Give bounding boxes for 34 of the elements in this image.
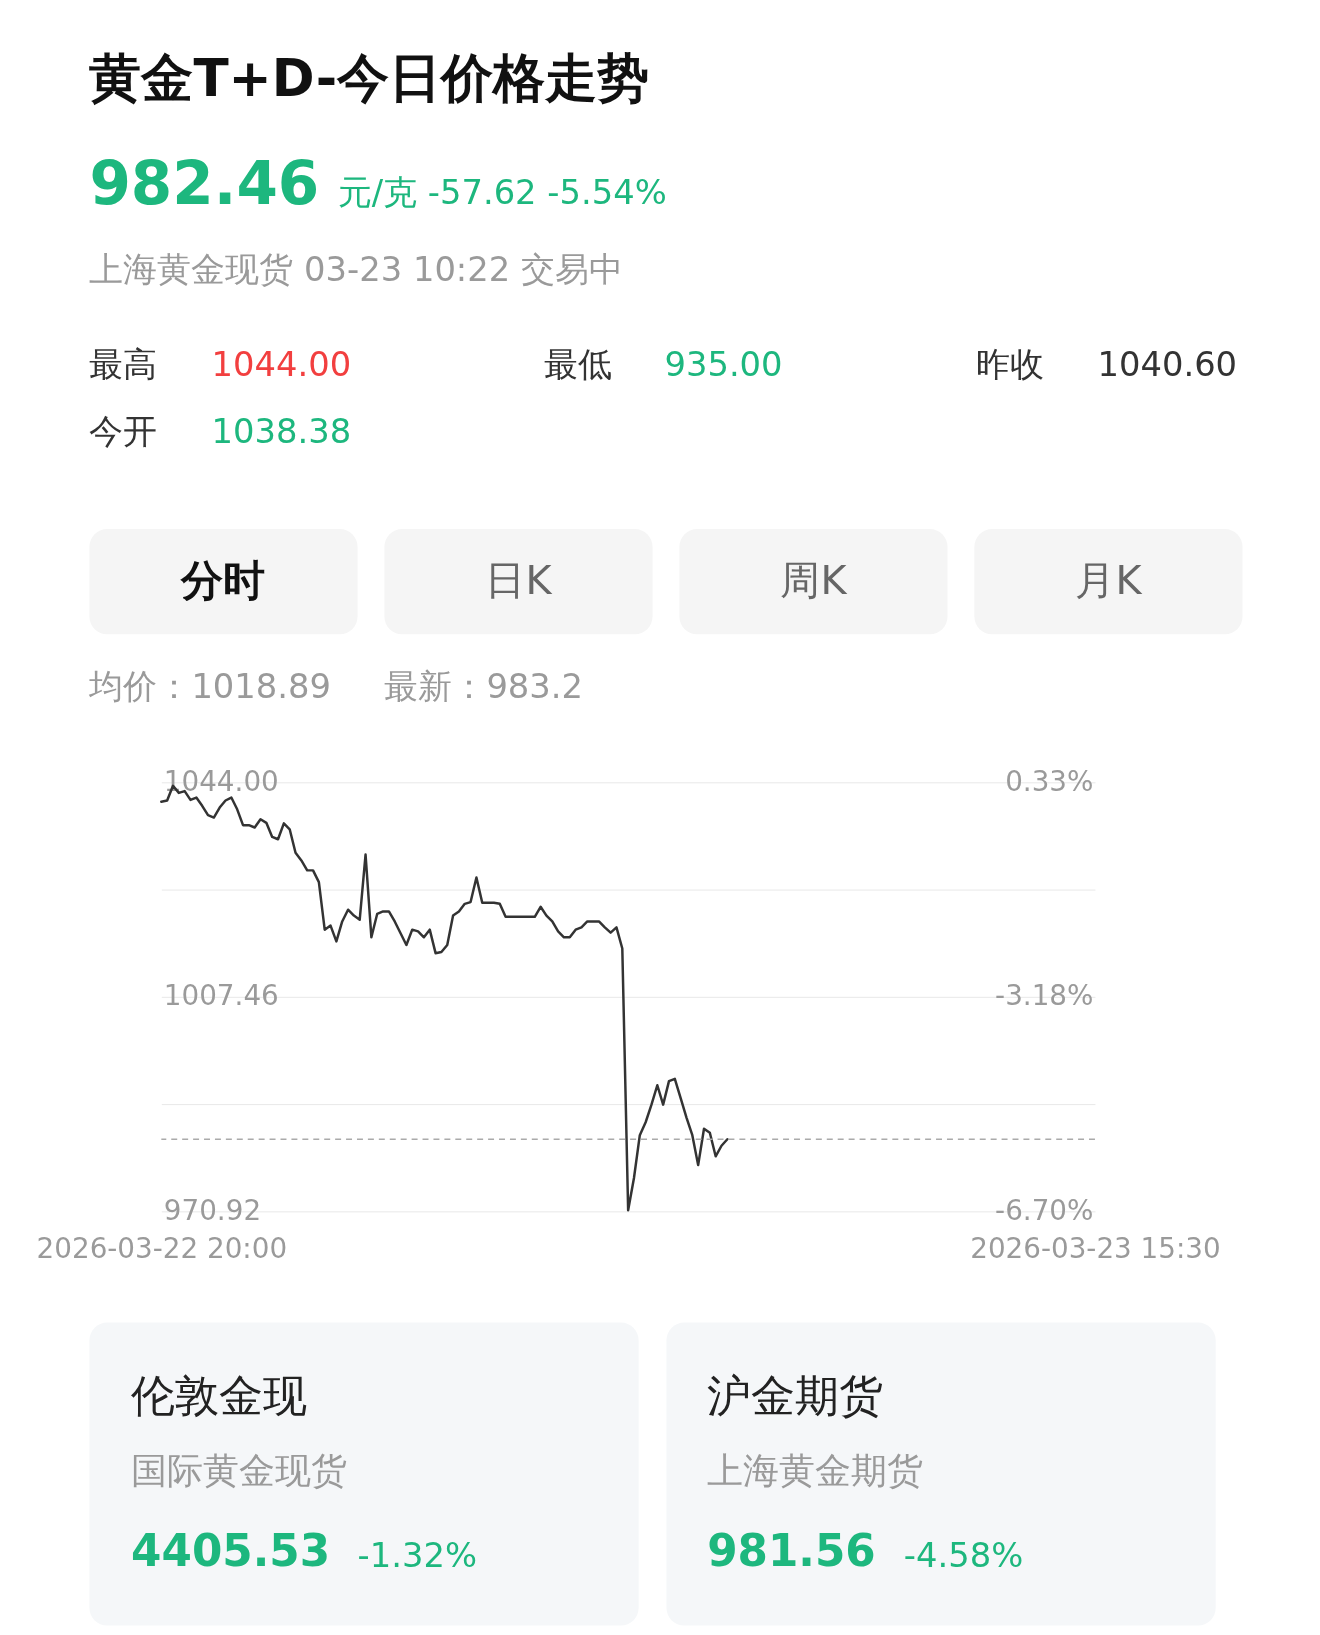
text: 月K bbox=[1075, 556, 1143, 603]
text: 最新：983.2 bbox=[384, 666, 583, 706]
text: 均价：1018.89 bbox=[88, 666, 331, 706]
text: 日K bbox=[485, 556, 553, 603]
text: 上海黄金期货 bbox=[707, 1449, 924, 1491]
text: 国际黄金现货 bbox=[131, 1449, 348, 1491]
y-tick-label: 970.92 bbox=[163, 1193, 262, 1227]
text: 今开 bbox=[89, 411, 158, 451]
y2-tick-label: 0.33% bbox=[1005, 764, 1094, 798]
text: 1038.38 bbox=[211, 411, 352, 451]
x-tick-label: 2026-03-23 15:30 bbox=[970, 1231, 1221, 1265]
text: 1040.60 bbox=[1097, 345, 1238, 385]
text: 935.00 bbox=[664, 345, 783, 385]
chart-title: 黄金T+D-今日价格走势 bbox=[89, 47, 650, 108]
text: -1.32% bbox=[357, 1535, 477, 1575]
text: 周K bbox=[780, 556, 848, 603]
y-tick-label: 1007.46 bbox=[163, 979, 279, 1013]
text: 981.56 bbox=[707, 1524, 876, 1576]
text: 元/克 -57.62 -5.54% bbox=[337, 173, 667, 213]
text: 最高 bbox=[89, 345, 158, 385]
text: 分时 bbox=[180, 555, 266, 605]
x-tick-label: 2026-03-22 20:00 bbox=[36, 1231, 288, 1265]
text: 最低 bbox=[544, 345, 613, 385]
text: 沪金期货 bbox=[707, 1370, 884, 1422]
text: 上海黄金现货 03-23 10:22 交易中 bbox=[89, 249, 623, 289]
text: 伦敦金现 bbox=[131, 1370, 308, 1422]
y2-tick-label: -3.18% bbox=[995, 978, 1094, 1012]
text: -4.58% bbox=[903, 1535, 1024, 1575]
y-tick-label: 1044.00 bbox=[163, 764, 279, 798]
y2-tick-label: -6.70% bbox=[995, 1193, 1094, 1227]
text: 1044.00 bbox=[211, 345, 352, 385]
text: 4405.53 bbox=[131, 1524, 331, 1576]
text: 982.46 bbox=[89, 149, 320, 219]
text: 昨收 bbox=[976, 345, 1045, 385]
